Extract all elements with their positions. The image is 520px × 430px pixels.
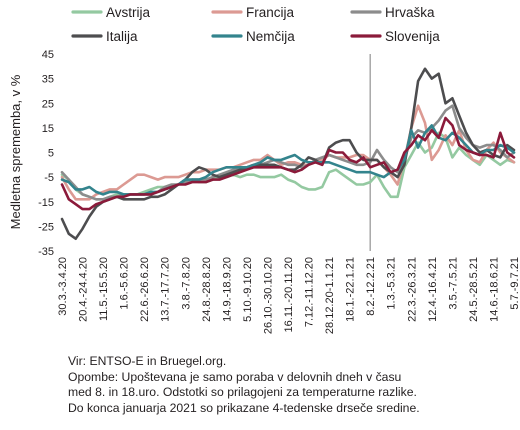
- x-tick-label: 3.5.-7.5.21: [447, 257, 459, 310]
- legend-label-slovenija: Slovenija: [385, 29, 440, 44]
- y-tick-label: -5: [44, 172, 54, 184]
- x-tick-label: 14.9.-18.9.20: [221, 257, 233, 322]
- x-tick-label: 28.12.20-1.1.21: [324, 257, 336, 334]
- note-line-3: Do konca januarja 2021 so prikazane 4-te…: [68, 400, 420, 415]
- x-tick-label: 11.5.-15.5.20: [98, 257, 110, 321]
- x-tick-label: 24.5.-28.5.21: [468, 257, 480, 322]
- series-line-slovenija: [60, 116, 516, 211]
- x-tick-label: 20.4.-24.4.20: [78, 257, 90, 322]
- y-axis-ticks: -35 -25 -15 -5 5 15 25 35 45: [38, 49, 54, 258]
- y-tick-label: 15: [42, 123, 54, 135]
- series-lines: [60, 67, 516, 240]
- x-tick-label: 24.8.-28.8.20: [201, 257, 213, 322]
- x-tick-label: 3.8.-7.8.20: [180, 257, 192, 310]
- y-tick-label: 25: [42, 98, 54, 110]
- x-tick-label: 30.3.-3.4.20: [57, 257, 69, 316]
- x-tick-label: 26.10.-30.10.20: [262, 257, 274, 334]
- legend-label-avstrija: Avstrija: [106, 5, 151, 20]
- x-tick-label: 22.3.-26.3.21: [406, 257, 418, 322]
- plot-area: [60, 54, 516, 251]
- line-chart: Avstrija Francija Hrvaška Italija Nemčija Slo…: [8, 5, 520, 334]
- x-tick-label: 5.7.-9.7.21: [509, 257, 520, 310]
- x-tick-label: 1.6.-5.6.20: [119, 257, 131, 310]
- note-line-1: Opombe: Upoštevana je samo poraba v delo…: [68, 369, 402, 384]
- legend-label-nemčija: Nemčija: [246, 29, 295, 44]
- y-tick-label: 45: [42, 49, 54, 61]
- x-tick-label: 14.6.-18.6.21: [488, 257, 500, 322]
- legend-label-francija: Francija: [246, 5, 295, 20]
- source-note: Vir: ENTSO-E in Bruegel.org.: [68, 354, 227, 368]
- note-line-2: med 8. in 18.uro. Odstotki so prilagojen…: [68, 385, 417, 399]
- legend: Avstrija Francija Hrvaška Italija Nemčija Slo…: [71, 5, 440, 44]
- y-axis-label: Medletna sprememba, v %: [8, 74, 23, 229]
- x-tick-label: 1.3.-5.3.21: [386, 257, 398, 310]
- x-tick-label: 5.10.-9.10.20: [242, 257, 254, 322]
- y-tick-label: -15: [38, 197, 54, 209]
- x-tick-label: 16.11.-20.11.20: [283, 257, 295, 332]
- y-tick-label: -35: [38, 246, 54, 258]
- legend-label-hrvaška: Hrvaška: [385, 5, 435, 20]
- x-tick-label: 12.4.-16.4.21: [427, 257, 439, 322]
- x-tick-label: 22.6.-26.6.20: [139, 257, 151, 322]
- x-tick-label: 7.12.-11.12.20: [304, 257, 316, 327]
- x-tick-label: 13.7.-17.7.20: [160, 257, 172, 322]
- y-tick-label: -25: [38, 221, 54, 233]
- x-tick-label: 8.2.-12.2.21: [365, 257, 377, 316]
- series-line-italija: [60, 67, 516, 240]
- y-tick-label: 35: [42, 74, 54, 86]
- y-tick-label: 5: [48, 148, 54, 160]
- x-axis-ticks: 30.3.-3.4.20 20.4.-24.4.20 11.5.-15.5.20 1.…: [57, 257, 520, 334]
- x-tick-label: 18.1.-22.1.21: [345, 257, 357, 322]
- series-line-francija: [60, 104, 516, 201]
- chart-notes: Vir: ENTSO-E in Bruegel.org. Opombe: Upo…: [68, 354, 518, 416]
- legend-label-italija: Italija: [106, 29, 138, 44]
